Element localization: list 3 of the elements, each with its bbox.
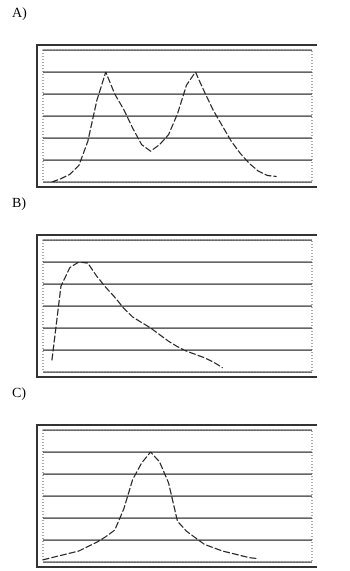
chart-title: A) [12, 6, 27, 22]
chart-title: C) [12, 386, 26, 402]
chart-title: B) [12, 196, 26, 212]
